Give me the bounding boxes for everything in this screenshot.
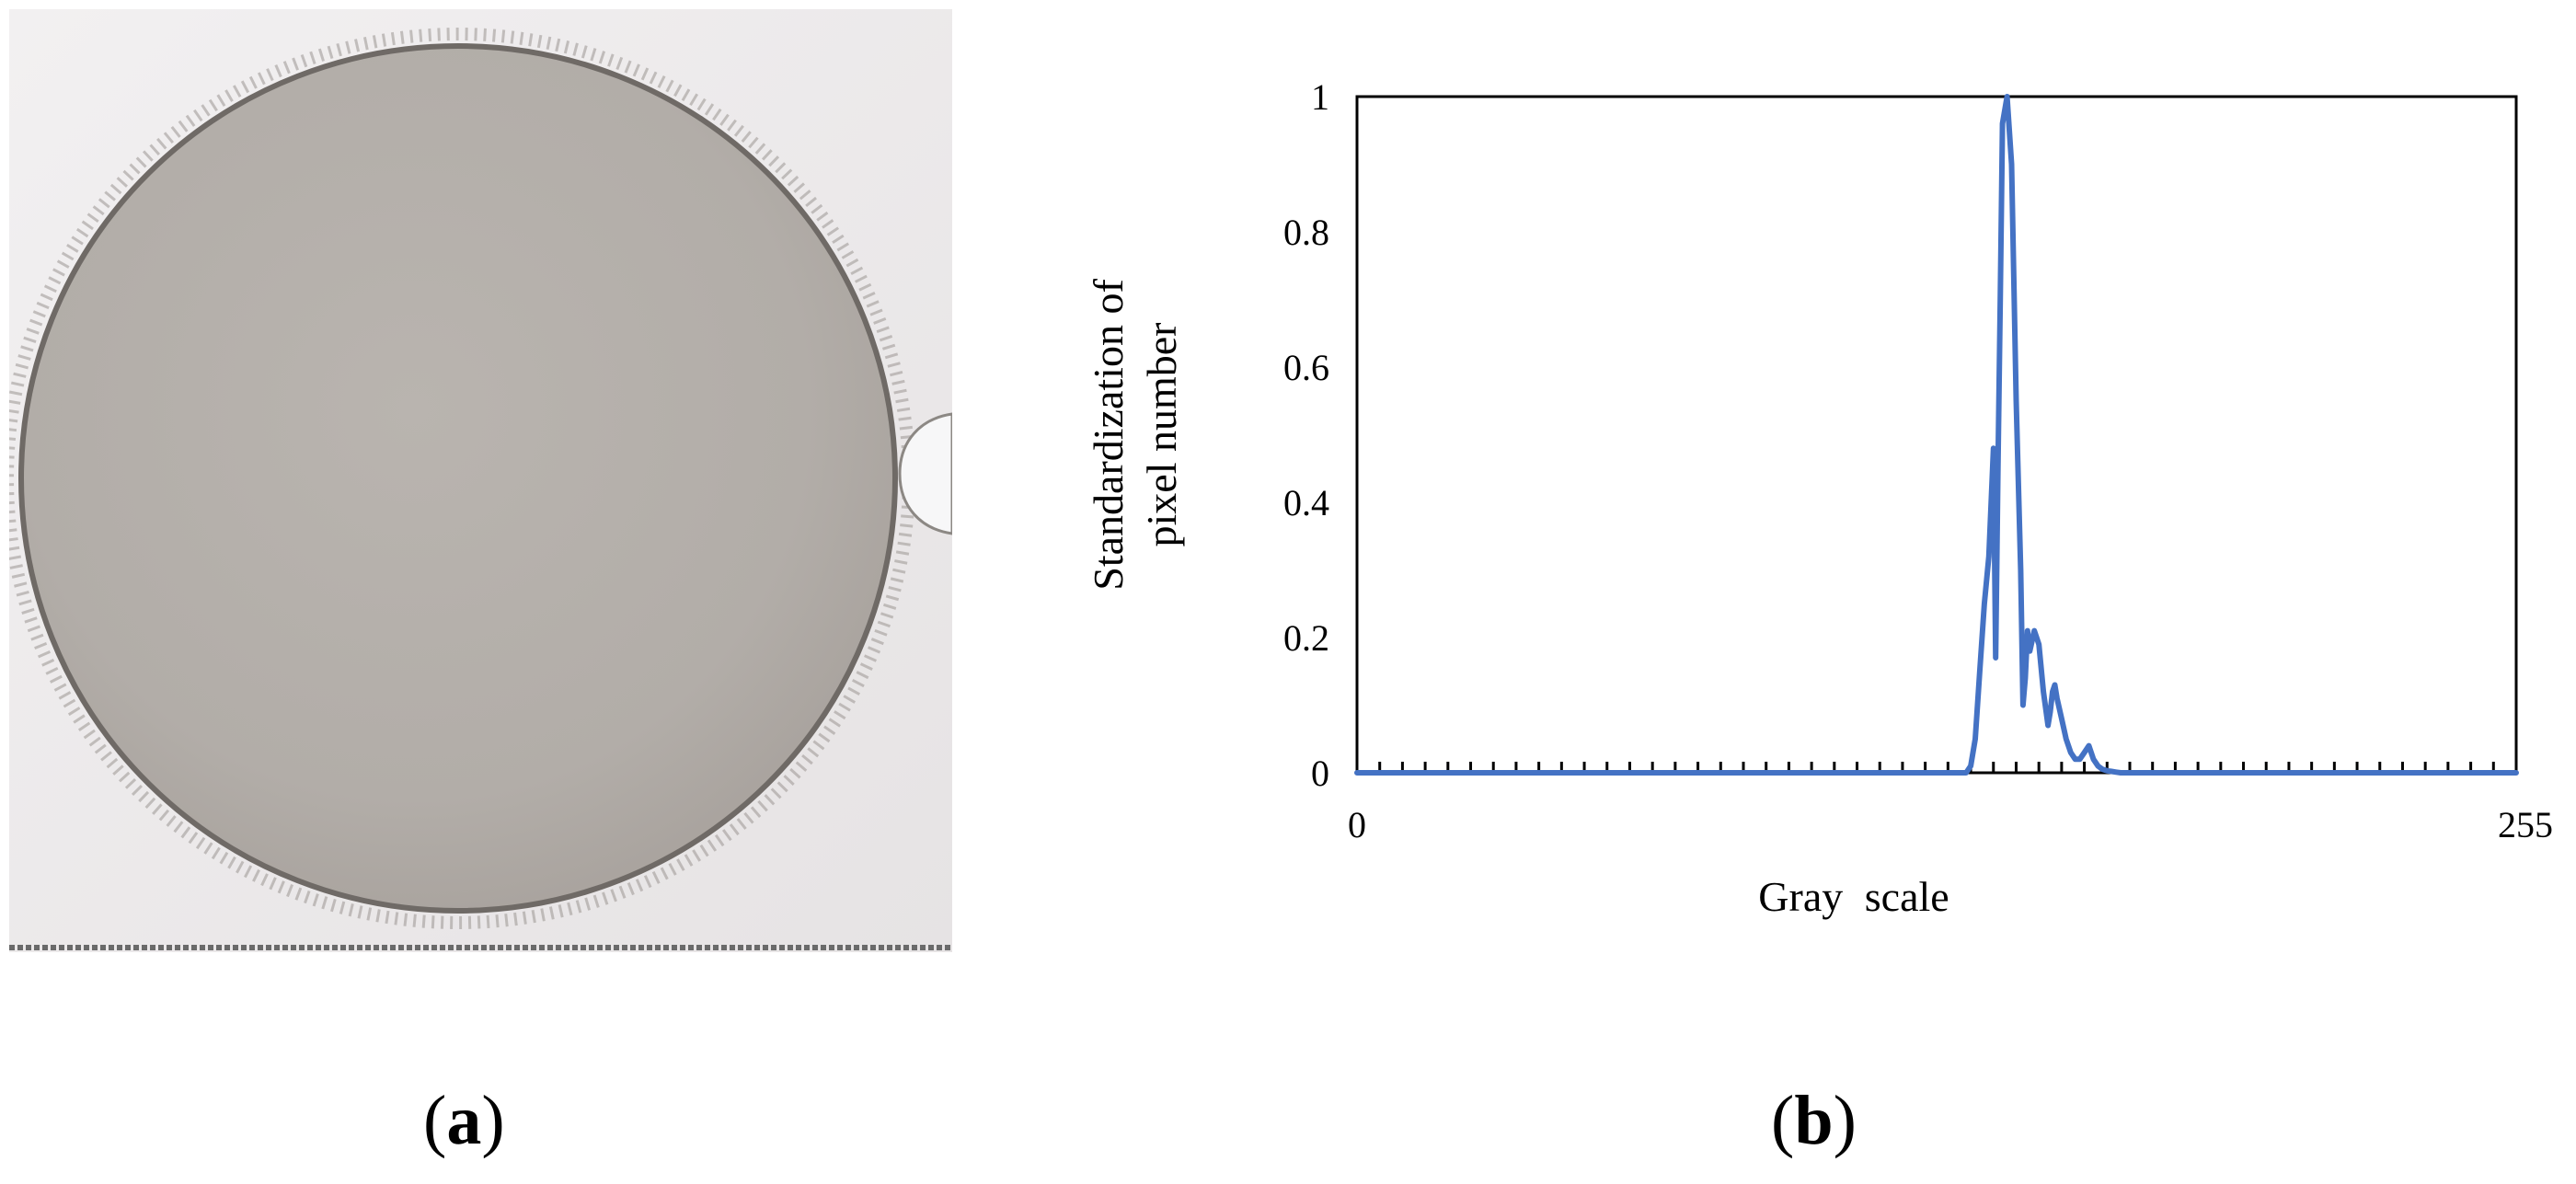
y-tick-label-1: 0.2	[1283, 617, 1329, 659]
plot-area-frame	[1355, 95, 2518, 775]
x-axis-title: Gray scale	[1758, 873, 1949, 920]
y-tick-label-4: 0.8	[1283, 212, 1329, 253]
x-tick-label-0: 0	[1348, 804, 1366, 845]
caption-a-open: (	[423, 1082, 447, 1159]
series-line-0	[1354, 94, 2519, 776]
y-tick-label-2: 0.4	[1283, 482, 1329, 523]
caption-a-letter: a	[446, 1082, 482, 1159]
sample-disc	[18, 43, 898, 914]
panel-a-caption: (a)	[423, 1086, 505, 1155]
caption-b-open: (	[1771, 1082, 1795, 1159]
y-tick-label-5: 1	[1311, 76, 1329, 118]
y-axis-title-line-1: Standardization of	[1085, 279, 1132, 591]
y-tick-label-0: 0	[1311, 753, 1329, 794]
caption-b-close: )	[1833, 1082, 1857, 1159]
caption-b-letter: b	[1794, 1082, 1834, 1159]
sample-photo	[9, 9, 952, 952]
x-tick-label-1: 255	[2498, 804, 2553, 845]
y-tick-label-3: 0.6	[1283, 347, 1329, 388]
histogram-chart: 0 0.2 0.4 0.6 0.8 1 0 255 Gray scale Standardizat…	[1085, 76, 2553, 920]
panel-b-caption: (b)	[1771, 1086, 1857, 1155]
caption-a-close: )	[481, 1082, 505, 1159]
y-axis-title-line-2: pixel number	[1138, 323, 1185, 547]
holder-notch	[898, 412, 952, 535]
